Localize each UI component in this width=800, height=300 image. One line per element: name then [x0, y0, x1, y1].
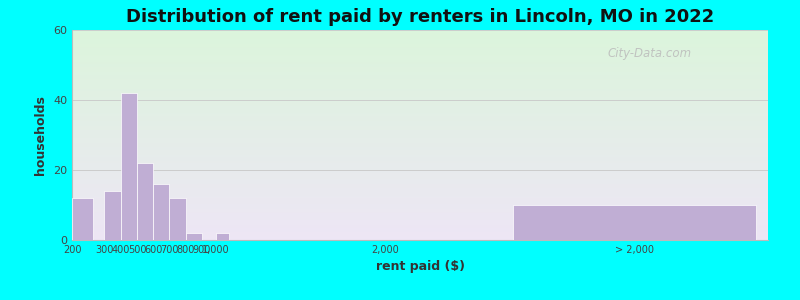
Bar [170, 198, 186, 240]
Bar [186, 233, 202, 240]
X-axis label: rent paid ($): rent paid ($) [375, 260, 465, 273]
Bar [216, 233, 229, 240]
Bar [121, 93, 137, 240]
Title: Distribution of rent paid by renters in Lincoln, MO in 2022: Distribution of rent paid by renters in … [126, 8, 714, 26]
Bar [154, 184, 170, 240]
Y-axis label: households: households [34, 95, 47, 175]
Bar [105, 191, 121, 240]
Text: City-Data.com: City-Data.com [608, 47, 692, 60]
Bar [72, 198, 93, 240]
Bar [513, 205, 757, 240]
Bar [137, 163, 154, 240]
